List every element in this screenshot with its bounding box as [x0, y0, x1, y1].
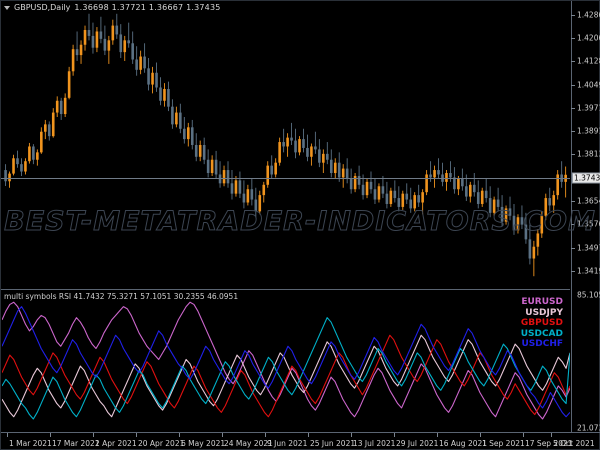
- date-tick-label: 29 Jul 2021: [396, 439, 439, 448]
- indicator-legend: EURUSD USDJPY GBPUSD USDCAD USDCHF: [521, 297, 563, 350]
- rsi-canvas: [2, 301, 570, 420]
- date-tick-label: 17 Mar 2021: [52, 439, 100, 448]
- legend-item-usdjpy: USDJPY: [525, 307, 563, 318]
- date-tick-label: 1 Sep 2021: [482, 439, 525, 448]
- date-tick-label: 25 Jun 2021: [310, 439, 356, 448]
- price-tick-label: 1.39710: [577, 103, 600, 113]
- date-tick: [394, 433, 395, 437]
- price-tick-label: 1.35765: [577, 219, 600, 229]
- date-tick-label: 2 Apr 2021: [95, 439, 137, 448]
- legend-item-gbpusd: GBPUSD: [520, 318, 563, 328]
- date-tick-label: 13 Jul 2021: [353, 439, 396, 448]
- price-tick-label: 1.40490: [577, 80, 600, 90]
- date-tick: [437, 433, 438, 437]
- legend-item-eurusd: EURUSD: [521, 297, 563, 307]
- date-tick: [480, 433, 481, 437]
- price-tick: [571, 247, 575, 249]
- price-tick-label: 1.38135: [577, 149, 600, 159]
- price-tick: [571, 224, 575, 226]
- price-tick: [571, 201, 575, 203]
- date-tick: [265, 433, 266, 437]
- date-tick: [179, 433, 180, 437]
- price-tick-label: 1.34970: [577, 243, 600, 253]
- date-tick: [351, 433, 352, 437]
- price-tick: [571, 61, 575, 63]
- ohlc-quotes: 1.36698 1.37721 1.36667 1.37435: [74, 3, 221, 12]
- date-tick: [308, 433, 309, 437]
- date-tick-label: 9 Jun 2021: [267, 439, 308, 448]
- current-price-label[interactable]: 1.37435: [572, 172, 600, 184]
- chart-header: GBPUSD,Daily 1.36698 1.37721 1.36667 1.3…: [1, 1, 221, 14]
- price-tick-label: 1.38915: [577, 126, 600, 136]
- date-tick: [222, 433, 223, 437]
- date-tick-label: 16 Aug 2021: [439, 439, 488, 448]
- rsi-scale-top-label: 85.1055: [577, 290, 600, 300]
- pane-separator: [1, 289, 570, 290]
- price-tick: [571, 270, 575, 272]
- date-tick-label: 17 Sep 2021: [525, 439, 573, 448]
- price-axis-divider: [571, 1, 572, 432]
- chevron-down-icon[interactable]: [4, 5, 10, 10]
- legend-item-usdchf: USDCHF: [521, 339, 563, 349]
- indicator-pane[interactable]: [2, 291, 570, 432]
- price-tick: [571, 38, 575, 40]
- rsi-scale-bottom-label: 21.0735: [577, 423, 600, 433]
- indicator-label: multi symbols RSI 41.7432 75.3271 57.105…: [4, 292, 239, 301]
- date-tick-label: 20 Apr 2021: [138, 439, 185, 448]
- date-tick-label: 6 May 2021: [181, 439, 226, 448]
- price-tick: [571, 84, 575, 86]
- price-tick-label: 1.41285: [577, 56, 600, 66]
- date-tick: [523, 433, 524, 437]
- price-tick: [571, 131, 575, 133]
- price-tick: [571, 154, 575, 156]
- price-tick: [571, 14, 575, 16]
- price-tick: [571, 107, 575, 109]
- price-tick-label: 1.36545: [577, 196, 600, 206]
- date-axis-divider: [1, 432, 600, 433]
- date-tick: [7, 433, 8, 437]
- price-tick-label: 1.34190: [577, 266, 600, 276]
- date-tick: [50, 433, 51, 437]
- date-tick-label: 5 Oct 2021: [553, 439, 595, 448]
- legend-item-usdcad: USDCAD: [520, 328, 563, 339]
- price-chart-pane[interactable]: [2, 2, 570, 288]
- date-tick: [93, 433, 94, 437]
- price-tick-label: 1.42860: [577, 10, 600, 20]
- candlestick-canvas: [4, 13, 567, 277]
- date-tick: [551, 433, 552, 437]
- date-tick-label: 24 May 2021: [224, 439, 273, 448]
- date-tick: [136, 433, 137, 437]
- symbol-timeframe-label: GBPUSD,Daily: [14, 3, 71, 12]
- current-price-line: [1, 177, 570, 179]
- price-tick-label: 1.42065: [577, 33, 600, 43]
- date-tick-label: 1 Mar 2021: [9, 439, 52, 448]
